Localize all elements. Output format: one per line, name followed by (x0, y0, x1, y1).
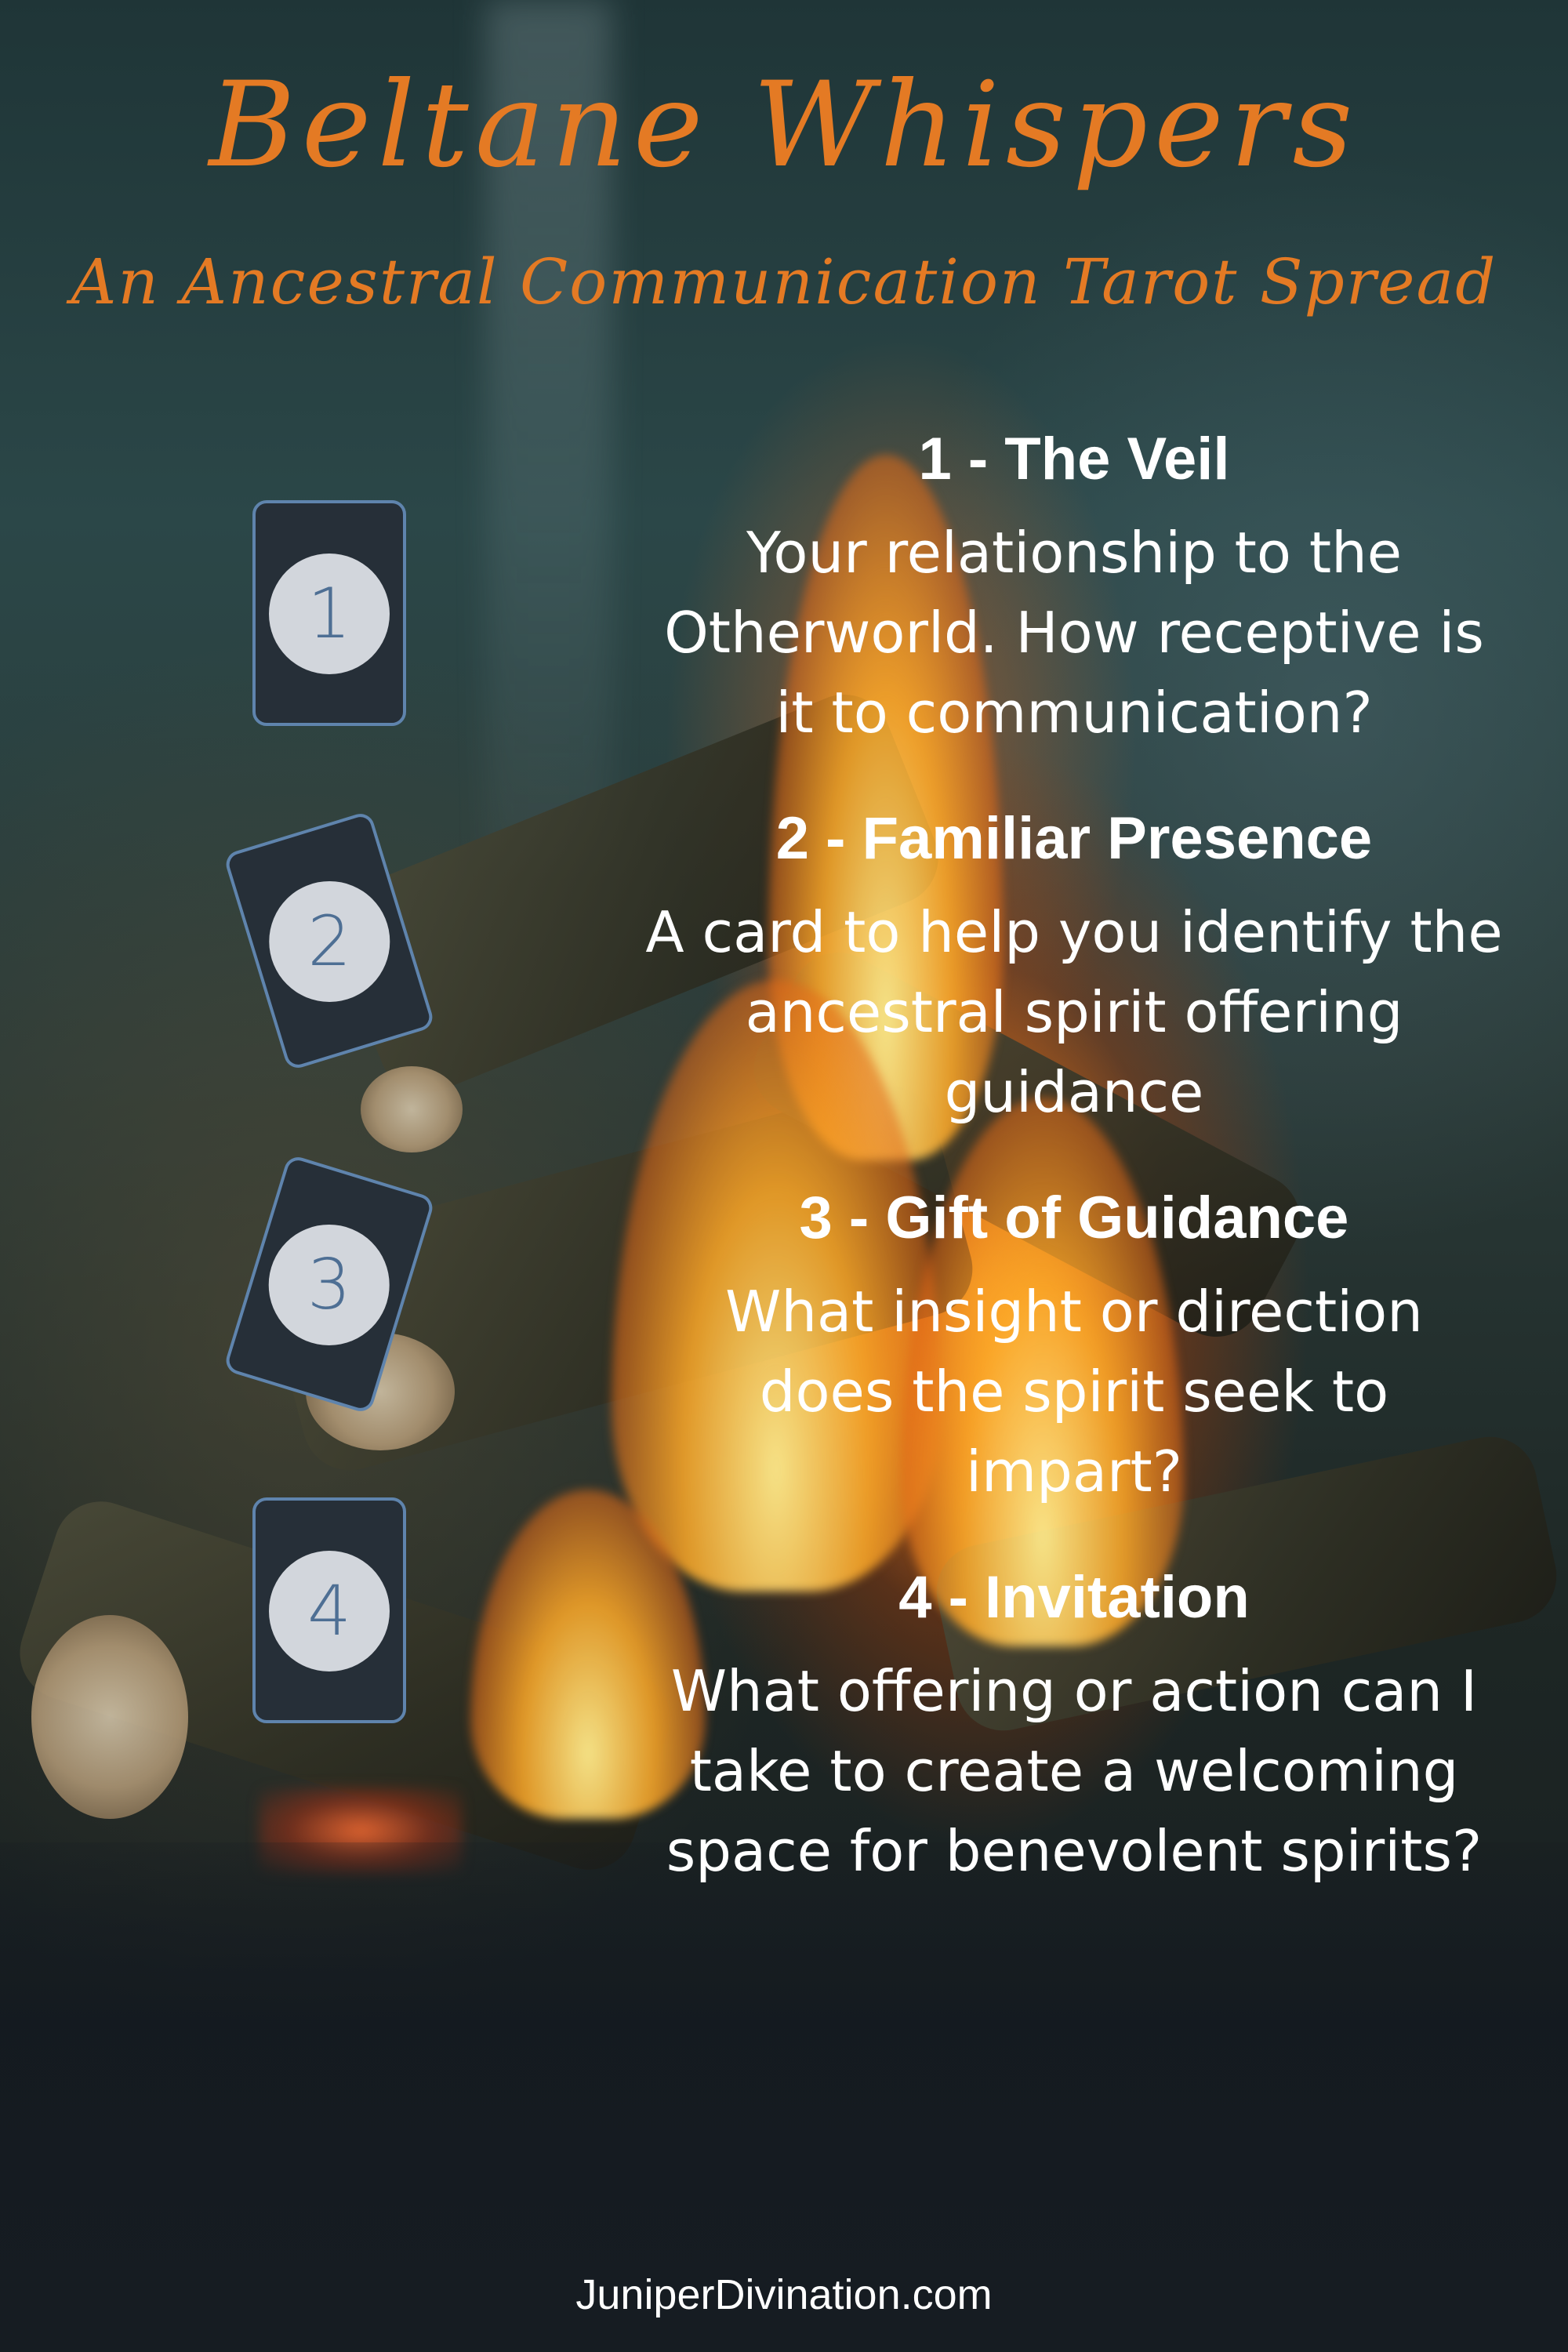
card-number-circle: 3 (268, 1224, 390, 1345)
card-number: 2 (307, 900, 352, 982)
position-heading: 1 - The Veil (918, 426, 1230, 492)
card-number: 1 (307, 573, 351, 654)
background-ground (0, 1842, 1568, 2352)
spread-card-2: 2 (223, 810, 436, 1072)
position-heading: 3 - Gift of Guidance (799, 1185, 1349, 1251)
position-description: A card to help you identify the ancestra… (645, 899, 1503, 1125)
card-number: 3 (307, 1243, 351, 1325)
position-heading: 4 - Invitation (898, 1564, 1250, 1631)
log-end (361, 1066, 463, 1152)
position-4: 4 - Invitation What offering or action c… (643, 1568, 1505, 1891)
card-number: 4 (307, 1570, 351, 1651)
log-end (31, 1615, 188, 1819)
card-number-circle: 2 (269, 880, 390, 1002)
spread-card-4: 4 (252, 1497, 406, 1723)
position-2: 2 - Familiar Presence A card to help you… (643, 809, 1505, 1132)
position-3: 3 - Gift of Guidance What insight or dir… (643, 1189, 1505, 1512)
website-footer: JuniperDivination.com (575, 2271, 993, 2318)
position-1: 1 - The Veil Your relationship to the Ot… (643, 430, 1505, 753)
card-number-circle: 4 (269, 1551, 390, 1671)
card-number-circle: 1 (269, 554, 390, 674)
page-subtitle: An Ancestral Communication Tarot Spread (71, 245, 1497, 318)
position-heading: 2 - Familiar Presence (775, 805, 1373, 872)
position-description: What insight or direction does the spiri… (725, 1279, 1423, 1504)
position-description: What offering or action can I take to cr… (666, 1658, 1483, 1884)
page-title: Beltane Whispers (209, 57, 1359, 194)
background-smoke (486, 0, 612, 862)
position-description: Your relationship to the Otherworld. How… (664, 520, 1484, 746)
spread-card-1: 1 (252, 500, 406, 726)
